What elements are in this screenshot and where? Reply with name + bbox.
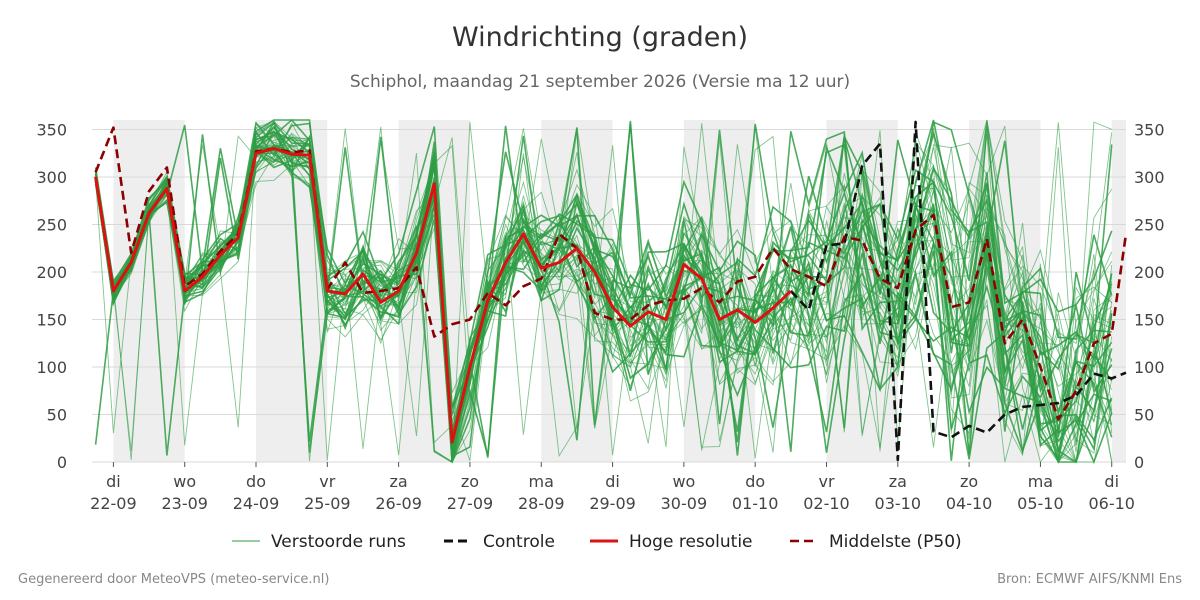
- x-tick-date: 27-09: [447, 494, 494, 513]
- ensemble-member-line: [95, 125, 1113, 460]
- x-tick-day: di: [605, 472, 620, 491]
- y-tick-label-right: 100: [1134, 358, 1165, 377]
- x-tick-day: vr: [319, 472, 335, 491]
- legend-label: Middelste (P50): [829, 532, 962, 552]
- legend-label: Controle: [483, 532, 555, 552]
- y-tick-label-left: 50: [47, 406, 67, 425]
- ensemble-member-line: [94, 123, 1113, 448]
- x-tick-date: 26-09: [375, 494, 422, 513]
- x-tick-day: di: [106, 472, 121, 491]
- series-lines: [94, 120, 1128, 462]
- y-tick-label-right: 50: [1134, 406, 1154, 425]
- ensemble-member-line: [95, 132, 1113, 463]
- x-tick-day: wo: [672, 472, 695, 491]
- y-tick-label-left: 0: [57, 453, 67, 472]
- ensemble-member-line: [95, 121, 1113, 463]
- ensemble-member-line: [94, 120, 1113, 455]
- ensemble-member-line: [95, 122, 1113, 463]
- ensemble-member-line: [94, 123, 1113, 454]
- axes: 0 0 50 50 100 100 150 150 200 200 250 250 300 300 350 3…: [36, 121, 1164, 514]
- x-tick-day: di: [1104, 472, 1119, 491]
- y-tick-label-right: 350: [1134, 121, 1165, 140]
- x-tick-day: ma: [1028, 472, 1053, 491]
- x-tick-date: 28-09: [518, 494, 565, 513]
- y-tick-label-right: 200: [1134, 263, 1165, 282]
- ensemble-member-line: [95, 131, 1113, 464]
- x-tick-date: 30-09: [661, 494, 708, 513]
- x-tick-day: za: [889, 472, 907, 491]
- x-tick-day: zo: [960, 472, 978, 491]
- x-tick-date: 23-09: [161, 494, 208, 513]
- y-tick-label-left: 200: [36, 263, 67, 282]
- x-tick-date: 06-10: [1088, 494, 1135, 513]
- x-tick-date: 03-10: [875, 494, 922, 513]
- x-tick-day: za: [390, 472, 408, 491]
- x-tick-date: 29-09: [589, 494, 636, 513]
- x-tick-date: 05-10: [1017, 494, 1064, 513]
- x-tick-day: vr: [818, 472, 834, 491]
- x-tick-day: zo: [461, 472, 479, 491]
- ensemble-member-line: [95, 119, 1113, 464]
- shaded-day-band: [1111, 120, 1126, 462]
- chart-subtitle: Schiphol, maandag 21 september 2026 (Ver…: [349, 72, 851, 92]
- y-tick-label-right: 150: [1134, 311, 1165, 330]
- y-tick-label-left: 150: [36, 311, 67, 330]
- x-tick-date: 22-09: [90, 494, 137, 513]
- y-tick-label-left: 300: [36, 168, 67, 187]
- ensemble-member-line: [94, 120, 1113, 454]
- series-line-hoge-resolutie: [94, 147, 792, 444]
- x-tick-day: ma: [529, 472, 554, 491]
- ensemble-member-line: [95, 146, 1113, 463]
- legend-label: Hoge resolutie: [629, 532, 753, 552]
- legend-label: Verstoorde runs: [271, 532, 406, 552]
- y-tick-label-right: 300: [1134, 168, 1165, 187]
- x-tick-day: do: [246, 472, 266, 491]
- footer-generated-by: Gegenereerd door MeteoVPS (meteo-service…: [18, 572, 330, 587]
- x-tick-date: 24-09: [233, 494, 280, 513]
- footer-source: Bron: ECMWF AIFS/KNMI Ens: [997, 572, 1182, 587]
- chart-title: Windrichting (graden): [451, 22, 749, 53]
- x-tick-date: 02-10: [803, 494, 850, 513]
- legend: Verstoorde runs Controle Hoge resolutie Mid…: [232, 532, 962, 552]
- y-tick-label-right: 250: [1134, 216, 1165, 235]
- y-tick-label-left: 250: [36, 216, 67, 235]
- y-tick-label-right: 0: [1134, 453, 1144, 472]
- y-tick-label-left: 100: [36, 358, 67, 377]
- x-tick-date: 01-10: [732, 494, 779, 513]
- y-tick-label-left: 350: [36, 121, 67, 140]
- x-tick-day: wo: [173, 472, 196, 491]
- x-tick-day: do: [745, 472, 765, 491]
- x-tick-date: 25-09: [304, 494, 351, 513]
- x-tick-date: 04-10: [946, 494, 993, 513]
- ensemble-member-line: [94, 119, 1113, 463]
